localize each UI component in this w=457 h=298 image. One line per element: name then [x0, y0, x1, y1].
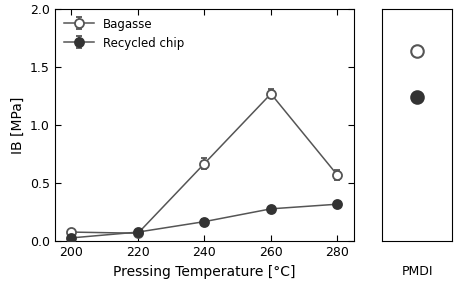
Legend: Bagasse, Recycled chip: Bagasse, Recycled chip	[61, 15, 188, 54]
Text: 8%: 8%	[407, 297, 427, 298]
Y-axis label: IB [MPa]: IB [MPa]	[11, 97, 24, 154]
X-axis label: Pressing Temperature [°C]: Pressing Temperature [°C]	[113, 265, 296, 279]
Text: PMDI: PMDI	[401, 265, 433, 278]
